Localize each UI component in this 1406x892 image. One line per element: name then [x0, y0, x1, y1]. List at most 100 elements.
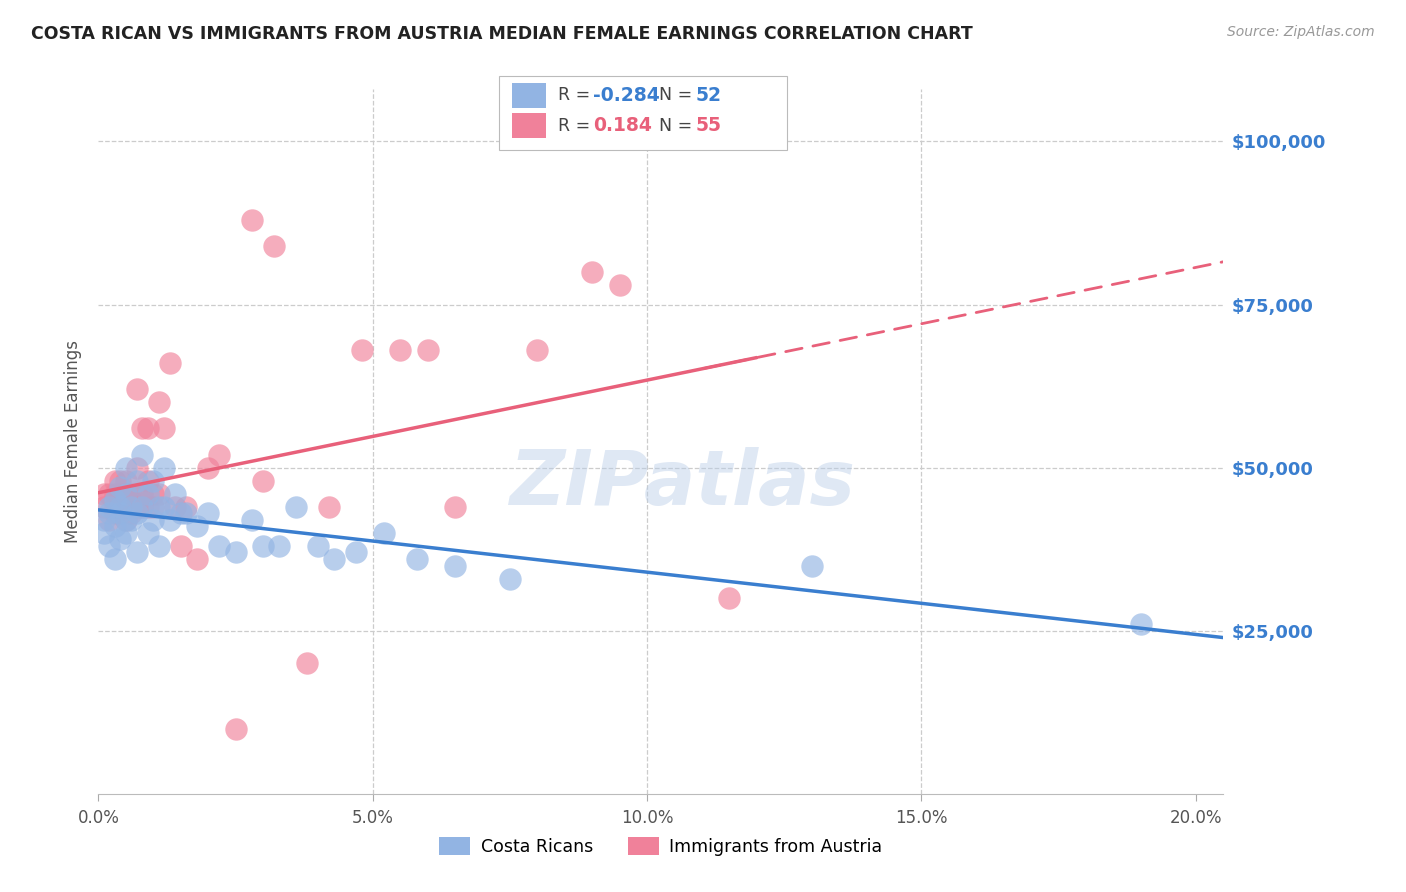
Point	[120, 506, 142, 520]
Point	[104, 519, 127, 533]
Point	[93, 500, 115, 514]
Point	[307, 539, 329, 553]
Point	[115, 513, 138, 527]
Text: COSTA RICAN VS IMMIGRANTS FROM AUSTRIA MEDIAN FEMALE EARNINGS CORRELATION CHART: COSTA RICAN VS IMMIGRANTS FROM AUSTRIA M…	[31, 25, 973, 43]
Point	[131, 448, 153, 462]
Point	[1129, 617, 1152, 632]
Point	[170, 539, 193, 553]
Text: N =: N =	[659, 87, 699, 104]
Point	[165, 487, 187, 501]
Point	[131, 487, 153, 501]
Point	[350, 343, 373, 358]
Point	[98, 487, 121, 501]
Point	[142, 513, 165, 527]
Point	[98, 513, 121, 527]
Point	[115, 513, 138, 527]
Point	[416, 343, 439, 358]
Point	[125, 487, 148, 501]
Point	[800, 558, 823, 573]
Point	[142, 474, 165, 488]
Text: 0.184: 0.184	[593, 116, 652, 136]
Point	[153, 421, 176, 435]
Legend: Costa Ricans, Immigrants from Austria: Costa Ricans, Immigrants from Austria	[432, 830, 890, 863]
Point	[136, 500, 159, 514]
Point	[718, 591, 741, 606]
Point	[115, 460, 138, 475]
Point	[104, 487, 127, 501]
Point	[344, 545, 367, 559]
Point	[125, 460, 148, 475]
Point	[225, 545, 247, 559]
Point	[104, 474, 127, 488]
Point	[284, 500, 307, 514]
Point	[125, 474, 148, 488]
Point	[225, 722, 247, 736]
Point	[110, 533, 132, 547]
Point	[240, 513, 263, 527]
Point	[148, 500, 170, 514]
Point	[125, 500, 148, 514]
Point	[104, 493, 127, 508]
Point	[115, 500, 138, 514]
Point	[115, 487, 138, 501]
Point	[110, 506, 132, 520]
Point	[170, 506, 193, 520]
Text: ZIPatlas: ZIPatlas	[510, 447, 856, 521]
Point	[323, 552, 346, 566]
Point	[499, 572, 522, 586]
Point	[110, 500, 132, 514]
Point	[208, 539, 231, 553]
Point	[131, 500, 153, 514]
Point	[125, 382, 148, 396]
Point	[186, 519, 208, 533]
Point	[93, 513, 115, 527]
Point	[93, 525, 115, 540]
Point	[174, 500, 197, 514]
Point	[120, 493, 142, 508]
Point	[98, 500, 121, 514]
Point	[120, 513, 142, 527]
Point	[148, 395, 170, 409]
Y-axis label: Median Female Earnings: Median Female Earnings	[65, 340, 83, 543]
Point	[115, 487, 138, 501]
Point	[136, 487, 159, 501]
Point	[136, 421, 159, 435]
Point	[444, 500, 467, 514]
Point	[125, 545, 148, 559]
Point	[115, 525, 138, 540]
Point	[98, 539, 121, 553]
Point	[98, 506, 121, 520]
Point	[104, 506, 127, 520]
Point	[110, 500, 132, 514]
Point	[444, 558, 467, 573]
Point	[110, 474, 132, 488]
Point	[269, 539, 291, 553]
Point	[174, 506, 197, 520]
Point	[148, 487, 170, 501]
Point	[252, 539, 274, 553]
Point	[405, 552, 427, 566]
Point	[136, 474, 159, 488]
Point	[110, 487, 132, 501]
Point	[153, 460, 176, 475]
Text: -0.284: -0.284	[593, 86, 659, 105]
Point	[263, 239, 285, 253]
Point	[131, 421, 153, 435]
Point	[93, 487, 115, 501]
Point	[373, 525, 395, 540]
Point	[148, 539, 170, 553]
Point	[120, 500, 142, 514]
Point	[159, 356, 181, 370]
Text: N =: N =	[659, 117, 699, 135]
Text: Source: ZipAtlas.com: Source: ZipAtlas.com	[1227, 25, 1375, 39]
Point	[142, 487, 165, 501]
Point	[186, 552, 208, 566]
Point	[115, 487, 138, 501]
Point	[125, 506, 148, 520]
Point	[136, 525, 159, 540]
Point	[208, 448, 231, 462]
Point	[197, 506, 219, 520]
Point	[526, 343, 548, 358]
Point	[581, 265, 603, 279]
Point	[318, 500, 340, 514]
